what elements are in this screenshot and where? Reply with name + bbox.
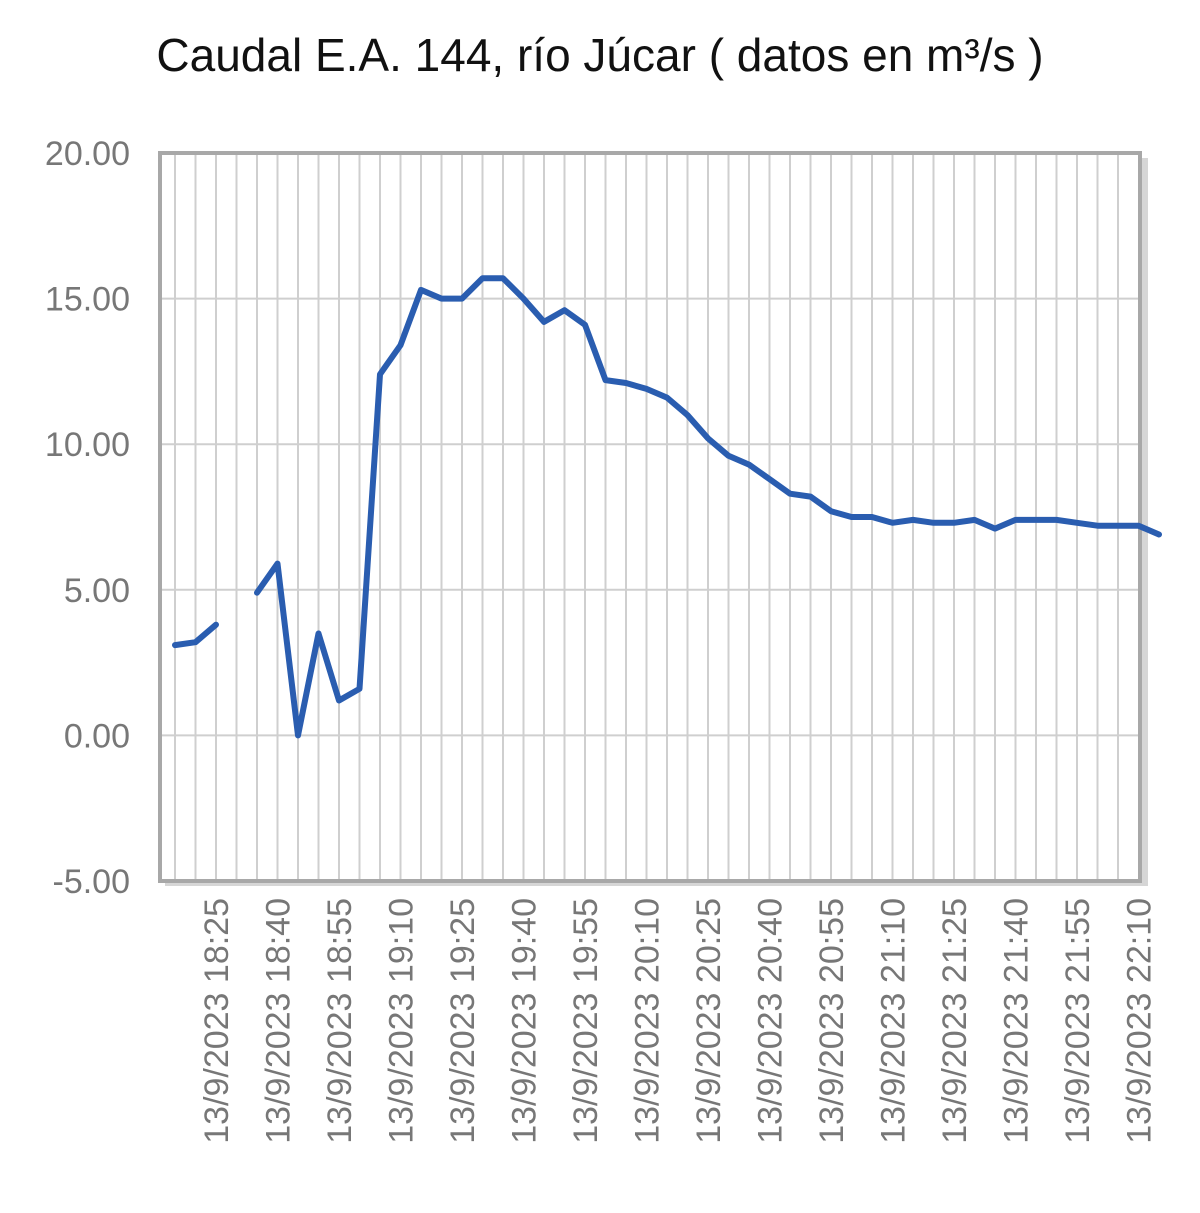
x-axis: 13/9/2023 18:25 13/9/2023 18:40 13/9/2023 …: [198, 898, 1159, 1144]
x-tick-label: 13/9/2023 20:10: [629, 898, 667, 1144]
y-tick-label: 10.00: [45, 426, 130, 464]
x-tick-label: 13/9/2023 21:25: [936, 898, 974, 1144]
x-tick-label: 13/9/2023 21:10: [875, 898, 913, 1144]
x-tick-label: 13/9/2023 20:55: [813, 898, 851, 1144]
x-tick-label: 13/9/2023 21:40: [998, 898, 1036, 1144]
y-tick-label: 20.00: [45, 135, 130, 173]
x-tick-label: 13/9/2023 19:40: [506, 898, 544, 1144]
x-tick-label: 13/9/2023 20:25: [690, 898, 728, 1144]
x-tick-label: 13/9/2023 18:40: [260, 898, 298, 1144]
chart-title: Caudal E.A. 144, río Júcar ( datos en m³…: [156, 29, 1044, 81]
x-tick-label: 13/9/2023 19:10: [383, 898, 421, 1144]
y-tick-label: 15.00: [45, 281, 130, 319]
series-layer: [172, 275, 1162, 739]
y-tick-label: 0.00: [64, 717, 130, 755]
x-tick-label: 13/9/2023 22:10: [1121, 898, 1159, 1144]
plot-area: [160, 153, 1140, 881]
y-tick-label: 5.00: [64, 572, 130, 610]
x-tick-label: 13/9/2023 18:25: [198, 898, 236, 1144]
y-axis: 20.00 15.00 10.00 5.00 0.00 -5.00: [45, 135, 130, 901]
x-tick-label: 13/9/2023 19:25: [444, 898, 482, 1144]
x-tick-label: 13/9/2023 21:55: [1059, 898, 1097, 1144]
y-tick-label: -5.00: [53, 863, 131, 901]
series-line: [254, 275, 1162, 739]
x-tick-label: 13/9/2023 19:55: [567, 898, 605, 1144]
x-tick-label: 13/9/2023 18:55: [321, 898, 359, 1144]
plot-border: [158, 151, 1142, 883]
series-line: [172, 621, 219, 649]
x-tick-label: 13/9/2023 20:40: [752, 898, 790, 1144]
